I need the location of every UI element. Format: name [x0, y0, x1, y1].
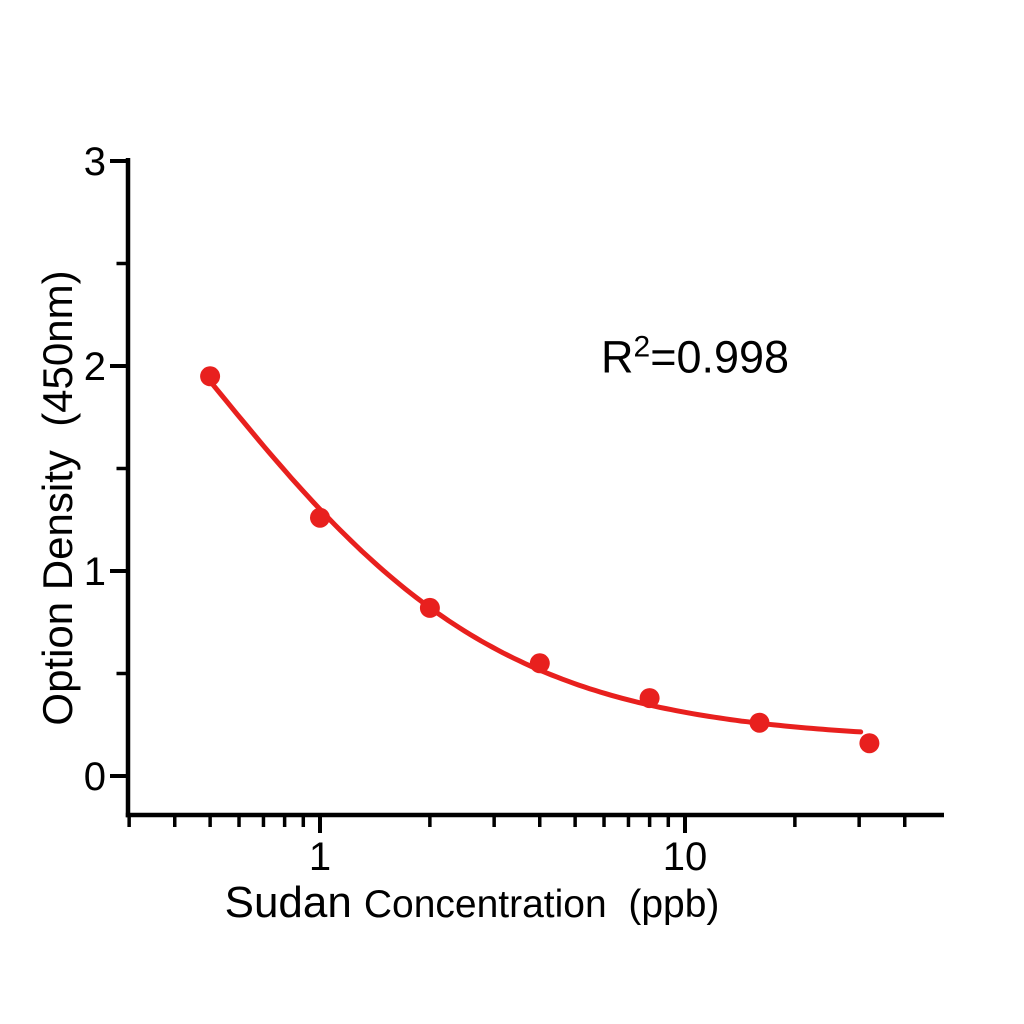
- y-tick-label: 3: [84, 140, 106, 184]
- x-axis-title-rest: Concentration (ppb): [363, 883, 720, 926]
- x-axis-title-word: Sudan: [224, 878, 352, 927]
- y-tick-label: 0: [84, 755, 106, 799]
- data-point: [639, 688, 660, 709]
- data-point: [859, 733, 880, 754]
- r-squared-symbol: R: [601, 331, 634, 383]
- data-point: [419, 597, 440, 618]
- data-point: [200, 366, 221, 387]
- x-tick-label: 1: [309, 835, 331, 879]
- y-tick-label: 1: [84, 550, 106, 594]
- y-axis-title: Option Density (450nm): [34, 270, 81, 726]
- r-squared-value: =0.998: [650, 331, 790, 383]
- data-point: [310, 507, 330, 528]
- data-point: [529, 653, 550, 674]
- fit-curve: [207, 378, 864, 735]
- r-squared-annotation: R2=0.998: [601, 331, 790, 383]
- y-tick-label: 2: [84, 345, 106, 389]
- x-axis-title: Sudan Concentration (ppb): [225, 881, 720, 925]
- data-point: [749, 712, 770, 733]
- r-squared-exponent: 2: [633, 330, 651, 364]
- x-tick-label: 10: [663, 835, 708, 879]
